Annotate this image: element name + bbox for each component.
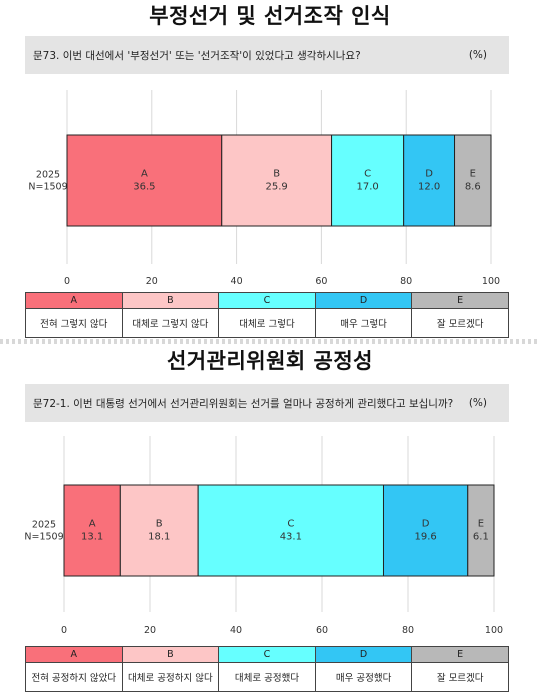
x-tick-label: 80 — [402, 625, 414, 636]
bar-segment-c — [331, 134, 405, 227]
segment-label: C — [364, 169, 371, 180]
segment-value-label: 19.6 — [414, 532, 436, 543]
chart-panel-nec-fairness: 선거관리위원회 공정성 문72-1. 이번 대통령 선거에서 선거관리위원회는 … — [0, 344, 540, 692]
legend-key-c: C — [218, 292, 316, 309]
segment-label: A — [141, 169, 148, 180]
legend-desc-d: 매우 그렇다 — [314, 308, 413, 338]
bar-segment-a — [66, 134, 223, 227]
segment-label: C — [287, 519, 294, 530]
question-text: 문72-1. 이번 대통령 선거에서 선거관리위원회는 선거를 얼마나 공정하게… — [33, 397, 454, 410]
legend-key-e: E — [411, 292, 509, 309]
segment-label: D — [422, 519, 430, 530]
category-label: 2025 — [32, 520, 56, 531]
section-divider — [0, 339, 540, 344]
chart-title: 부정선거 및 선거조작 인식 — [149, 4, 391, 28]
legend-desc-a: 전혀 그렇지 않다 — [25, 308, 123, 338]
legend-key-b: B — [121, 646, 220, 663]
legend-desc-d: 매우 공정했다 — [314, 662, 413, 692]
chart-panel-fraud-perception: 부정선거 및 선거조작 인식 문73. 이번 대선에서 '부정선거' 또는 '선… — [0, 0, 540, 341]
question-bar: 문72-1. 이번 대통령 선거에서 선거관리위원회는 선거를 얼마나 공정하게… — [25, 384, 509, 422]
x-tick-label: 60 — [316, 625, 328, 636]
legend-key-c: C — [218, 646, 316, 663]
legend-key-b: B — [121, 292, 220, 309]
segment-value-label: 12.0 — [418, 182, 440, 193]
bar-segment-d — [382, 484, 469, 577]
bar-segment-b — [119, 484, 199, 577]
legend-desc-b: 대체로 그렇지 않다 — [121, 308, 220, 338]
x-tick-label: 100 — [485, 625, 503, 636]
bar-segment-d — [403, 134, 456, 227]
legend-key-e: E — [411, 646, 509, 663]
category-label: N=1509 — [28, 182, 67, 193]
x-tick-label: 40 — [231, 276, 243, 287]
bar-segment-b — [221, 134, 333, 227]
bar-segment-e — [454, 134, 492, 227]
bar-segment-a — [63, 484, 121, 577]
segment-value-label: 36.5 — [133, 182, 155, 193]
bar-segment-c — [197, 484, 384, 577]
chart-title: 선거관리위원회 공정성 — [166, 349, 373, 373]
x-tick-label: 100 — [482, 276, 500, 287]
segment-label: E — [478, 519, 484, 530]
legend-desc-a: 전혀 공정하지 않았다 — [25, 662, 123, 692]
legend-key-a: A — [25, 646, 123, 663]
x-tick-label: 0 — [61, 625, 67, 636]
unit-label: (%) — [468, 397, 487, 409]
segment-value-label: 17.0 — [356, 182, 378, 193]
x-tick-label: 20 — [144, 625, 156, 636]
legend-desc-c: 대체로 그렇다 — [218, 308, 316, 338]
legend-desc-c: 대체로 공정했다 — [218, 662, 316, 692]
segment-label: B — [156, 519, 163, 530]
bar-segment-e — [467, 484, 495, 577]
legend-key-d: D — [314, 646, 413, 663]
legend-key-a: A — [25, 292, 123, 309]
segment-value-label: 18.1 — [148, 532, 170, 543]
x-tick-label: 0 — [64, 276, 70, 287]
legend-table: A B C D E 전혀 공정하지 않았다 대체로 공정하지 않다 대체로 공정… — [25, 646, 509, 692]
legend-desc-e: 잘 모르겠다 — [411, 308, 509, 338]
category-label: 2025 — [36, 170, 60, 181]
legend-table: A B C D E 전혀 그렇지 않다 대체로 그렇지 않다 대체로 그렇다 매… — [25, 292, 509, 338]
question-bar: 문73. 이번 대선에서 '부정선거' 또는 '선거조작'이 있었다고 생각하시… — [25, 36, 509, 74]
segment-label: E — [470, 169, 476, 180]
x-tick-label: 60 — [315, 276, 327, 287]
category-label: N=1509 — [24, 532, 63, 543]
segment-value-label: 13.1 — [81, 532, 103, 543]
x-tick-label: 80 — [400, 276, 412, 287]
legend-desc-b: 대체로 공정하지 않다 — [121, 662, 220, 692]
legend-desc-e: 잘 모르겠다 — [411, 662, 509, 692]
segment-value-label: 43.1 — [280, 532, 302, 543]
segment-label: B — [273, 169, 280, 180]
x-tick-label: 40 — [230, 625, 242, 636]
segment-label: D — [425, 169, 433, 180]
segment-value-label: 25.9 — [266, 182, 288, 193]
segment-label: A — [89, 519, 96, 530]
legend-key-d: D — [314, 292, 413, 309]
unit-label: (%) — [468, 49, 487, 61]
question-text: 문73. 이번 대선에서 '부정선거' 또는 '선거조작'이 있었다고 생각하시… — [33, 49, 361, 62]
x-tick-label: 20 — [146, 276, 158, 287]
segment-value-label: 8.6 — [465, 182, 481, 193]
segment-value-label: 6.1 — [473, 532, 489, 543]
